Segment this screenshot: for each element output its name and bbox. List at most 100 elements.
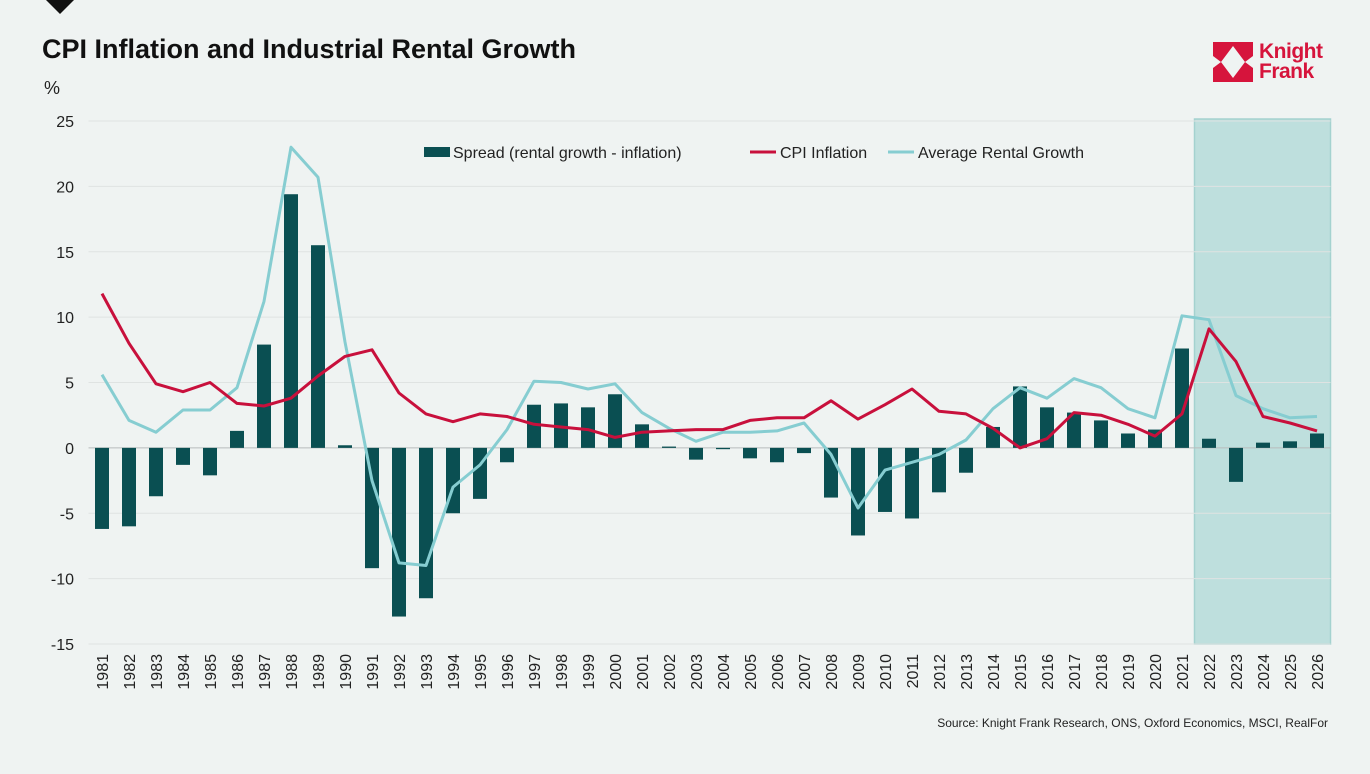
y-tick-label: 25 — [56, 114, 74, 131]
x-tick-label: 2009 — [851, 654, 868, 690]
spread-bar — [284, 194, 298, 448]
x-tick-label: 2008 — [824, 654, 841, 690]
x-tick-label: 1988 — [284, 654, 301, 690]
logo-mark-icon — [1213, 42, 1253, 82]
spread-bar — [1175, 348, 1189, 448]
spread-bar — [311, 245, 325, 448]
spread-bar — [689, 447, 703, 460]
forecast-shade — [1193, 118, 1332, 645]
x-tick-label: 2024 — [1256, 654, 1273, 690]
spread-bar — [1067, 412, 1081, 448]
y-tick-label: 0 — [65, 441, 74, 458]
spread-bar — [770, 447, 784, 463]
y-tick-label: 10 — [56, 310, 74, 327]
x-tick-label: 2001 — [635, 654, 652, 690]
cpi-inflation-line — [100, 292, 1318, 450]
x-tick-label: 2021 — [1175, 654, 1192, 690]
x-tick-label: 1995 — [473, 654, 490, 690]
spread-bar — [608, 394, 622, 448]
spread-bar — [743, 447, 757, 459]
spread-bar — [1013, 386, 1027, 448]
x-tick-label: 1994 — [446, 654, 463, 690]
x-tick-label: 2004 — [716, 654, 733, 690]
x-tick-label: 1993 — [419, 654, 436, 690]
y-axis-unit-label: % — [44, 78, 61, 98]
x-tick-label: 1990 — [338, 654, 355, 690]
spread-bar — [95, 447, 109, 529]
spread-bar — [1283, 441, 1297, 448]
x-tick-label: 2015 — [1013, 654, 1030, 690]
spread-bar — [500, 447, 514, 463]
knight-frank-logo: Knight Frank — [1213, 41, 1323, 83]
spread-bar — [581, 407, 595, 448]
rental-growth-line — [100, 145, 1318, 567]
spread-bar — [1229, 447, 1243, 482]
spread-bar — [257, 344, 271, 448]
x-tick-label: 1983 — [149, 654, 166, 690]
spread-bar — [419, 447, 433, 599]
x-tick-label: 2003 — [689, 654, 706, 690]
x-tick-label: 2010 — [878, 654, 895, 690]
y-tick-label: 15 — [56, 245, 74, 262]
spread-bar — [122, 447, 136, 527]
x-tick-label: 2011 — [905, 654, 922, 689]
y-tick-label: 20 — [56, 179, 74, 196]
legend-spread-label: Spread (rental growth - inflation) — [453, 145, 682, 162]
y-tick-label: -15 — [51, 637, 74, 654]
x-tick-label: 1985 — [203, 654, 220, 690]
x-tick-label: 2022 — [1202, 654, 1219, 690]
y-tick-label: -10 — [51, 572, 74, 589]
spread-bar — [338, 445, 352, 448]
corner-marker — [44, 0, 76, 14]
spread-bar — [1040, 407, 1054, 448]
spread-bar — [230, 430, 244, 448]
x-tick-label: 2016 — [1040, 654, 1057, 690]
x-tick-label: 2023 — [1229, 654, 1246, 690]
x-tick-label: 1981 — [95, 654, 112, 690]
spread-bar — [662, 446, 676, 448]
spread-bar — [797, 447, 811, 454]
spread-bar — [851, 447, 865, 536]
x-tick-label: 1998 — [554, 654, 571, 690]
x-tick-label: 2017 — [1067, 654, 1084, 690]
spread-bar — [1121, 433, 1135, 448]
x-tick-label: 1991 — [365, 654, 382, 690]
x-tick-label: 1984 — [176, 654, 193, 690]
spread-bar — [932, 447, 946, 493]
x-tick-label: 2014 — [986, 654, 1003, 690]
legend-average-rental-growth-label: Average Rental Growth — [918, 145, 1084, 162]
source-note: Source: Knight Frank Research, ONS, Oxfo… — [937, 716, 1328, 730]
x-tick-label: 2020 — [1148, 654, 1165, 690]
chart-title: CPI Inflation and Industrial Rental Grow… — [42, 34, 577, 64]
spread-bar — [473, 447, 487, 499]
spread-bar — [365, 447, 379, 569]
y-tick-label: 5 — [65, 376, 74, 393]
spread-bar — [1094, 420, 1108, 448]
x-tick-label: 2002 — [662, 654, 679, 690]
x-tick-label: 1992 — [392, 654, 409, 690]
spread-bar — [392, 447, 406, 617]
x-tick-label: 2006 — [770, 654, 787, 690]
x-tick-label: 2007 — [797, 654, 814, 690]
spread-bar — [149, 447, 163, 497]
spread-bar — [527, 404, 541, 448]
x-tick-label: 2026 — [1310, 654, 1327, 690]
x-tick-label: 2012 — [932, 654, 949, 690]
x-tick-label: 2013 — [959, 654, 976, 690]
x-tick-label: 1982 — [122, 654, 139, 690]
x-tick-label: 2005 — [743, 654, 760, 690]
legend-cpi-inflation-label: CPI Inflation — [780, 145, 867, 162]
spread-bar — [1202, 438, 1216, 448]
x-tick-label: 1997 — [527, 654, 544, 690]
legend-spread-swatch — [424, 147, 450, 157]
spread-bar — [1310, 433, 1324, 448]
spread-bar — [716, 447, 730, 450]
y-tick-label: -5 — [60, 506, 74, 523]
x-tick-label: 1989 — [311, 654, 328, 690]
spread-bar — [959, 447, 973, 473]
spread-bar — [905, 447, 919, 519]
x-tick-label: 1986 — [230, 654, 247, 690]
logo-text-frank: Frank — [1259, 60, 1314, 83]
spread-bar — [635, 424, 649, 448]
